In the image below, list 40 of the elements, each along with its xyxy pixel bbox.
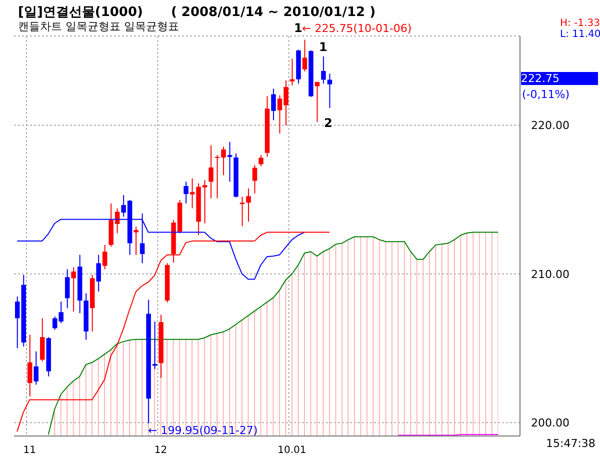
candlestick [258, 154, 264, 167]
candlestick [314, 81, 320, 122]
x-tick-label: 11 [23, 445, 36, 456]
candlestick [321, 56, 326, 84]
chart-subtitle: ( 2008/01/14 ~ 2010/01/12 ) [170, 5, 376, 20]
candlestick [252, 164, 258, 194]
candlestick [246, 188, 251, 222]
text: H: -1.33 [560, 18, 600, 29]
y-tick-label: 220.00 [531, 119, 570, 132]
text: 222.75 [521, 72, 598, 85]
annotation: 1 [319, 40, 328, 54]
y-tick-label: 210.00 [531, 268, 570, 281]
candlestick [96, 254, 101, 292]
candlestick [240, 196, 245, 227]
text: (-0,11%) [522, 88, 570, 101]
x-tick-label: 10.01 [278, 445, 306, 456]
candlestick [102, 244, 108, 270]
candlestick [271, 88, 276, 121]
y-tick-label: 200.00 [531, 416, 570, 430]
annotation: 2 [324, 116, 332, 130]
text: ← 225.75(10-01-06) [302, 22, 412, 35]
text: 1 [294, 21, 302, 35]
candlestick [290, 58, 295, 86]
x-tick-label: 12 [154, 445, 168, 456]
annotation: ← 199.95(09-11-27) [148, 424, 258, 437]
candlestick [327, 73, 332, 108]
text: 15:47:38 [546, 437, 596, 450]
candlestick [227, 141, 232, 182]
text: 캔들차트 일목균형표 일목균형표 [18, 19, 179, 34]
candlestick [64, 268, 70, 309]
candlestick [302, 39, 308, 72]
candlestick [27, 334, 32, 397]
candlestick [34, 350, 38, 386]
candlestick [134, 226, 138, 256]
candlestick [208, 144, 214, 199]
text: L: 11.40 [560, 29, 600, 40]
candlestick [71, 266, 76, 312]
candlestick [184, 181, 188, 204]
chart-title: [일]연결선물(1000) [18, 5, 143, 20]
candlestick [40, 318, 45, 362]
